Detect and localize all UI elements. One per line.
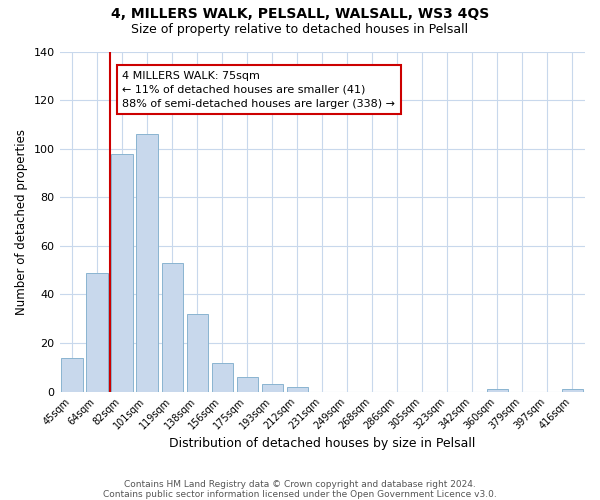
Bar: [187, 314, 208, 392]
Text: 4, MILLERS WALK, PELSALL, WALSALL, WS3 4QS: 4, MILLERS WALK, PELSALL, WALSALL, WS3 4…: [111, 8, 489, 22]
Y-axis label: Number of detached properties: Number of detached properties: [15, 128, 28, 314]
Text: Contains HM Land Registry data © Crown copyright and database right 2024.: Contains HM Land Registry data © Crown c…: [124, 480, 476, 489]
Text: 4 MILLERS WALK: 75sqm
← 11% of detached houses are smaller (41)
88% of semi-deta: 4 MILLERS WALK: 75sqm ← 11% of detached …: [122, 71, 395, 109]
Text: Contains public sector information licensed under the Open Government Licence v3: Contains public sector information licen…: [103, 490, 497, 499]
Bar: [136, 134, 158, 392]
Bar: [562, 389, 583, 392]
Bar: [112, 154, 133, 392]
Bar: [236, 377, 258, 392]
Bar: [61, 358, 83, 392]
Text: Size of property relative to detached houses in Pelsall: Size of property relative to detached ho…: [131, 22, 469, 36]
Bar: [287, 387, 308, 392]
Bar: [262, 384, 283, 392]
Bar: [487, 389, 508, 392]
Bar: [86, 272, 108, 392]
X-axis label: Distribution of detached houses by size in Pelsall: Distribution of detached houses by size …: [169, 437, 475, 450]
Bar: [161, 263, 183, 392]
Bar: [212, 362, 233, 392]
